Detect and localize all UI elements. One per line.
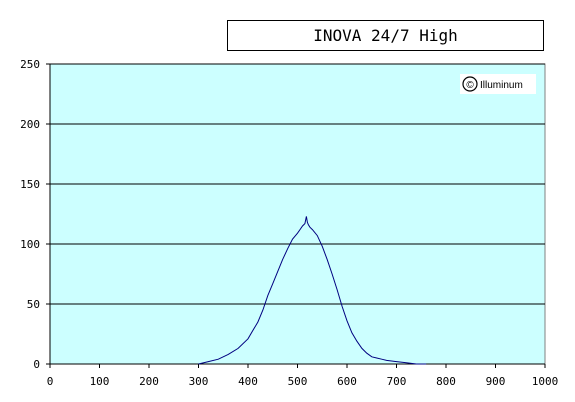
chart-title: INOVA 24/7 High xyxy=(227,20,544,51)
x-tick-label: 600 xyxy=(337,375,357,388)
x-tick-label: 200 xyxy=(139,375,159,388)
plot-area xyxy=(49,63,546,365)
y-tick-label: 50 xyxy=(27,298,40,311)
x-tick-label: 0 xyxy=(47,375,54,388)
x-tick-label: 300 xyxy=(189,375,209,388)
y-tick-label: 0 xyxy=(33,358,40,371)
x-tick-label: 1000 xyxy=(532,375,559,388)
x-tick-label: 800 xyxy=(436,375,456,388)
y-tick-label: 100 xyxy=(20,238,40,251)
y-tick-label: 250 xyxy=(20,58,40,71)
x-tick-label: 900 xyxy=(486,375,506,388)
y-tick-label: 200 xyxy=(20,118,40,131)
series-line xyxy=(198,216,427,365)
x-tick-label: 400 xyxy=(238,375,258,388)
copyright-icon xyxy=(462,76,478,92)
copyright-badge: © Illuminum xyxy=(460,74,536,94)
x-tick-label: 100 xyxy=(90,375,110,388)
grid-lines xyxy=(50,63,545,305)
badge-label: Illuminum xyxy=(480,80,523,91)
y-axis: 0 50 100 150 200 250 xyxy=(20,58,51,371)
x-tick-label: 700 xyxy=(387,375,407,388)
y-tick-label: 150 xyxy=(20,178,40,191)
badge-background xyxy=(460,74,536,94)
copyright-symbol: © xyxy=(466,80,474,91)
x-tick-label: 500 xyxy=(288,375,308,388)
x-axis: 0 100 200 300 400 500 600 700 800 900 1000 xyxy=(47,363,559,388)
